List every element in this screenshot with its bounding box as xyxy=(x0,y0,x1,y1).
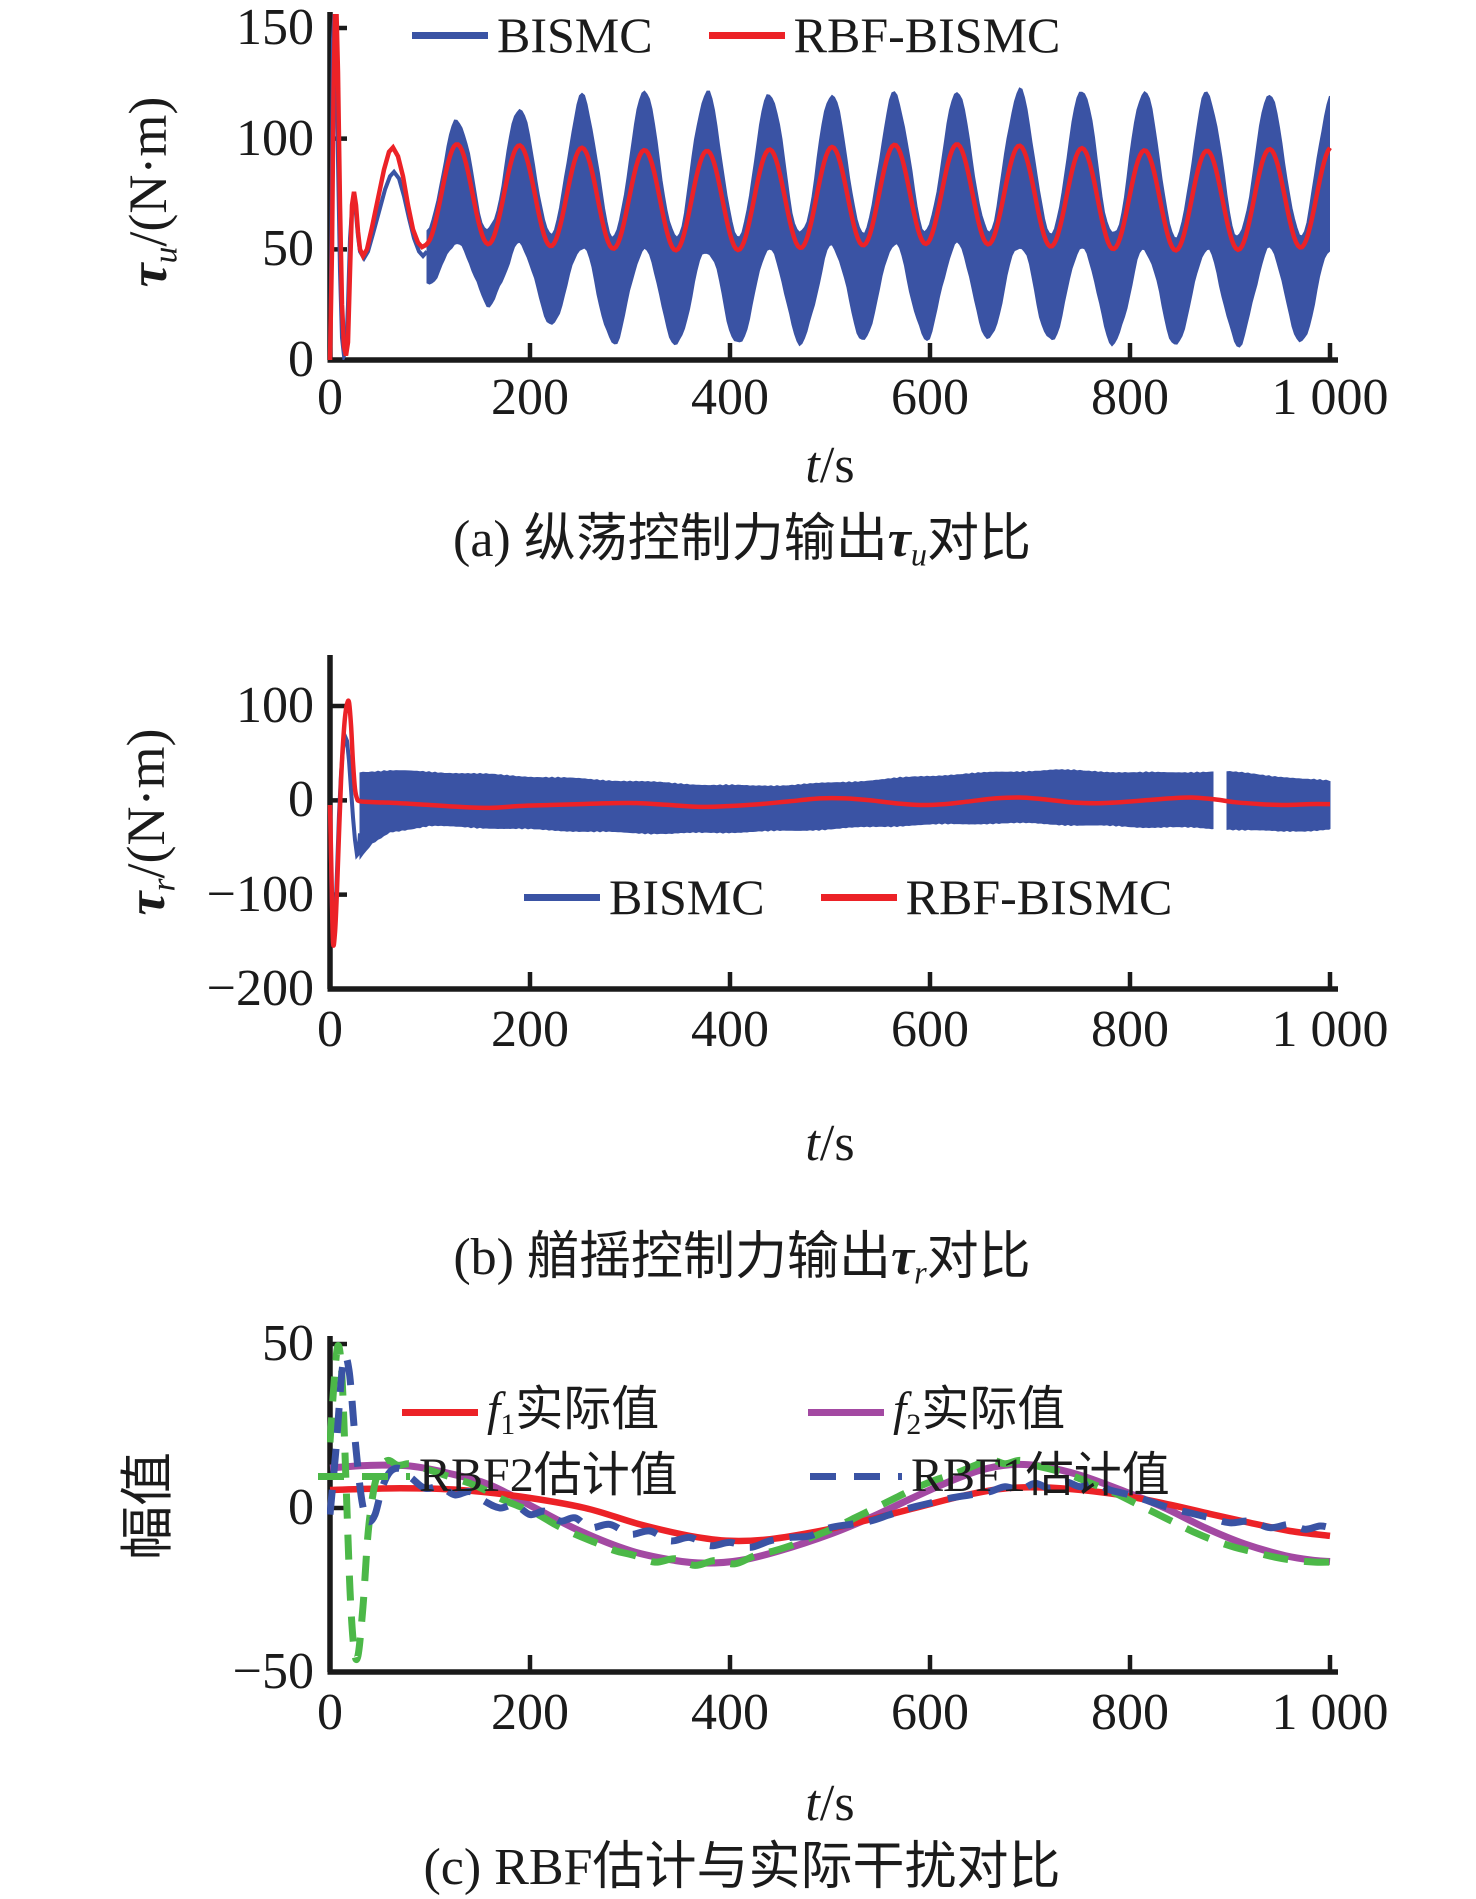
legend-item-f2-actual: f2实际值 xyxy=(808,1386,1065,1440)
x-axis-label-c: t/s xyxy=(805,1775,855,1832)
f1-line-swatch xyxy=(402,1409,478,1417)
chart-b-plot xyxy=(327,698,1331,948)
legend-label: f1实际值 xyxy=(487,1383,660,1441)
legend-label: RBF-BISMC xyxy=(905,869,1173,925)
legend-chart-b: BISMC RBF-BISMC xyxy=(524,872,1172,922)
rbf-bismc-line-swatch xyxy=(708,31,785,39)
bismc-line-swatch xyxy=(524,893,600,901)
bismc-line-swatch xyxy=(412,31,488,39)
legend-label: f2实际值 xyxy=(893,1383,1066,1441)
y-axis-label-b: τr/(N·m) xyxy=(116,728,183,916)
caption-c: (c) RBF估计与实际干扰对比 xyxy=(423,1839,1061,1896)
bismc-band xyxy=(359,769,1214,861)
x-axis-label-a: t/s xyxy=(805,437,855,494)
y-axis-label-c: 幅值 xyxy=(118,1452,178,1560)
caption-a: (a) 纵荡控制力输出τu对比 xyxy=(453,511,1031,573)
legend-item-bismc: BISMC xyxy=(412,10,653,60)
rbf1-estimate-line xyxy=(327,1352,1331,1551)
legend-item-rbf1-estimate: RBF1估计值 xyxy=(810,1452,1170,1500)
rbf2-estimate-line xyxy=(327,1342,1331,1664)
legend-item-rbf-bismc: RBF-BISMC xyxy=(820,869,1173,925)
legend-label: BISMC xyxy=(609,869,765,925)
rbf2-dashed-line-swatch xyxy=(318,1472,410,1480)
legend-label: RBF-BISMC xyxy=(793,7,1061,63)
legend-label: RBF2估计值 xyxy=(419,1449,678,1502)
rbf-bismc-line-swatch xyxy=(820,893,897,901)
chart-c-plot xyxy=(327,1342,1331,1664)
legend-item-rbf-bismc: RBF-BISMC xyxy=(708,7,1061,63)
legend-item-bismc: BISMC xyxy=(524,872,765,922)
legend-item-f1-actual: f1实际值 xyxy=(402,1386,659,1440)
chart-a-plot xyxy=(327,14,1332,360)
rbf-bismc-line xyxy=(327,14,1332,360)
caption-b: (b) 艏摇控制力输出τr对比 xyxy=(453,1229,1031,1291)
bismc-band xyxy=(426,87,1330,348)
rbf-bismc-line xyxy=(327,698,1331,948)
rbf1-dashed-line-swatch xyxy=(810,1472,902,1480)
legend-label: RBF1估计值 xyxy=(911,1449,1170,1502)
legend-chart-a: BISMC RBF-BISMC xyxy=(412,10,1060,60)
y-axis-label-a: τu/(N·m) xyxy=(118,96,185,288)
legend-label: BISMC xyxy=(497,7,653,63)
f2-line-swatch xyxy=(808,1409,884,1417)
bismc-band xyxy=(1226,770,1331,833)
x-axis-label-b: t/s xyxy=(805,1115,855,1172)
legend-item-rbf2-estimate: RBF2估计值 xyxy=(318,1452,678,1500)
